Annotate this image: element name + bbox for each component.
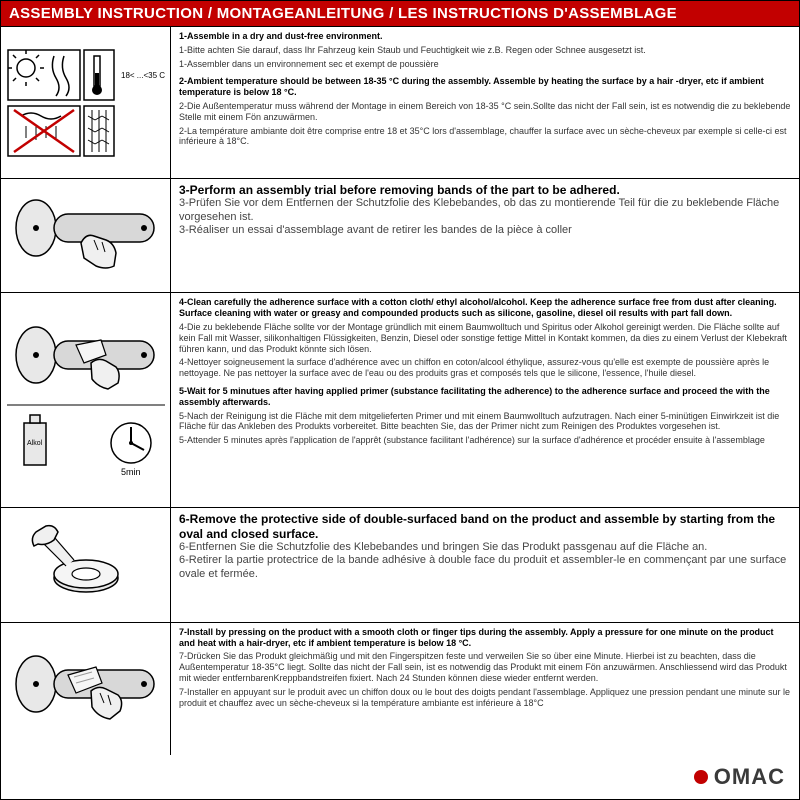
s2-fr: 2-La température ambiante doit être comp… — [179, 126, 791, 148]
s5-de: 5-Nach der Reinigung ist die Fläche mit … — [179, 411, 791, 433]
step-row-5: 7-Install by pressing on the product wit… — [1, 622, 799, 755]
step-row-2: 3-Perform an assembly trial before remov… — [1, 178, 799, 292]
step-7-text: 7-Install by pressing on the product wit… — [171, 623, 799, 755]
icon-trial-fit — [1, 179, 171, 292]
logo-text: OMAC — [714, 764, 785, 790]
s4-fr: 4-Nettoyer soigneusement la surface d'ad… — [179, 357, 791, 379]
s6-de: 6-Entfernen Sie die Schutzfolie des Kleb… — [179, 541, 791, 554]
s7-fr: 7-Installer en appuyant sur le produit a… — [179, 687, 791, 709]
s2-en: 2-Ambient temperature should be between … — [179, 76, 791, 98]
footer: OMAC — [1, 755, 799, 799]
icon-clean-primer: Alkol 5min — [1, 293, 171, 507]
s2-de: 2-Die Außentemperatur muss während der M… — [179, 101, 791, 123]
step-row-3: Alkol 5min 4-Clean carefully the adheren… — [1, 292, 799, 507]
s6-fr: 6-Retirer la partie protectrice de la ba… — [179, 554, 791, 580]
s4-de: 4-Die zu beklebende Fläche sollte vor de… — [179, 322, 791, 354]
s7-en: 7-Install by pressing on the product wit… — [179, 627, 791, 649]
step-1-2-text: 1-Assemble in a dry and dust-free enviro… — [171, 27, 799, 178]
s3-fr: 3-Réaliser un essai d'assemblage avant d… — [179, 224, 791, 237]
s5-en: 5-Wait for 5 minutues after having appli… — [179, 386, 791, 408]
s1-fr: 1-Assembler dans un environnement sec et… — [179, 59, 791, 70]
s3-en: 3-Perform an assembly trial before remov… — [179, 183, 791, 197]
header-title: ASSEMBLY INSTRUCTION / MONTAGEANLEITUNG … — [1, 1, 799, 26]
s1-de: 1-Bitte achten Sie darauf, dass Ihr Fahr… — [179, 45, 791, 56]
icon-remove-tape — [1, 508, 171, 621]
step-4-5-text: 4-Clean carefully the adherence surface … — [171, 293, 799, 507]
s1-en: 1-Assemble in a dry and dust-free enviro… — [179, 31, 791, 42]
instruction-sheet: ASSEMBLY INSTRUCTION / MONTAGEANLEITUNG … — [0, 0, 800, 800]
step-6-text: 6-Remove the protective side of double-s… — [171, 508, 799, 621]
alkol-label: Alkol — [27, 440, 43, 447]
s4-en: 4-Clean carefully the adherence surface … — [179, 297, 791, 319]
s5-fr: 5-Attender 5 minutes après l'application… — [179, 435, 791, 446]
s7-de: 7-Drücken Sie das Produkt gleichmäßig un… — [179, 651, 791, 683]
temp-label-text: 18< ...<35 C — [121, 71, 165, 80]
step-3-text: 3-Perform an assembly trial before remov… — [171, 179, 799, 292]
icon-press-install — [1, 623, 171, 755]
step-row-4: 6-Remove the protective side of double-s… — [1, 507, 799, 621]
s3-de: 3-Prüfen Sie vor dem Entfernen der Schut… — [179, 197, 791, 223]
timer-label: 5min — [121, 467, 141, 477]
logo-dot-icon — [694, 770, 708, 784]
brand-logo: OMAC — [694, 764, 785, 790]
icon-environment: 18< ...<35 C — [1, 27, 171, 178]
step-row-1: 18< ...<35 C 1-Assemble in a dry and dus… — [1, 26, 799, 178]
s6-en: 6-Remove the protective side of double-s… — [179, 512, 791, 541]
